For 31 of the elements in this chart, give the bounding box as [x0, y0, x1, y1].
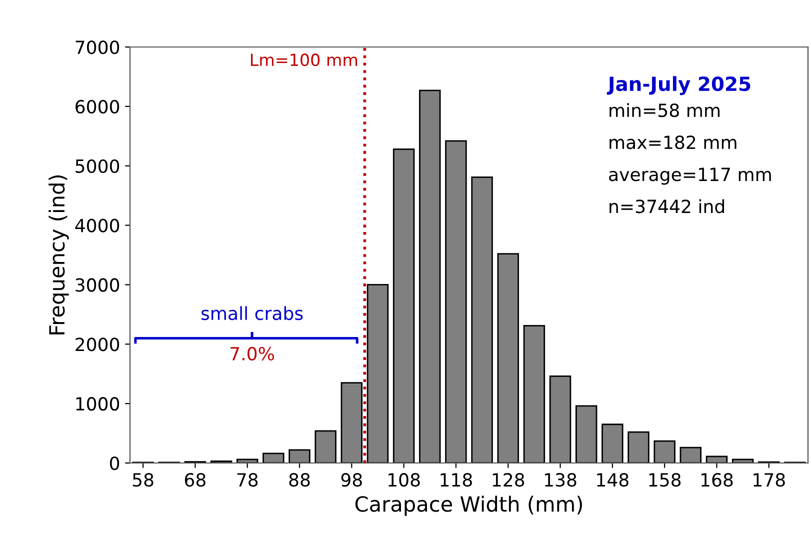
x-tick-label: 58 — [132, 473, 154, 487]
y-tick-label: 7000 — [76, 40, 120, 54]
x-tick-label: 108 — [388, 473, 420, 487]
annotation: n=37442 ind — [610, 199, 724, 214]
y-tick-label: 1000 — [76, 397, 120, 411]
annotation: 7.0% — [230, 346, 274, 360]
y-tick-label: 4000 — [75, 218, 120, 232]
x-tick-label: 78 — [237, 473, 258, 487]
x-tick-label: 98 — [341, 473, 362, 487]
x-tick-label: 118 — [440, 473, 472, 487]
x-axis-title: Carapace Width (mm) — [355, 496, 582, 516]
annotation: average=117 mm — [609, 168, 771, 185]
x-tick-label: 68 — [184, 473, 206, 487]
y-tick-label: 5000 — [76, 159, 120, 173]
x-tick-label: 178 — [754, 473, 785, 487]
x-tick-label: 168 — [701, 473, 733, 487]
x-tick-label: 138 — [545, 473, 576, 487]
annotation: small crabs — [201, 306, 303, 320]
x-tick-label: 158 — [649, 473, 681, 487]
y-tick-label: 3000 — [76, 278, 120, 292]
y-tick-label: 0 — [110, 456, 120, 470]
text: Jan-July 2025 — [606, 76, 750, 96]
x-tick-label: 88 — [289, 473, 310, 487]
y-axis-title: Frequency (ind) — [48, 175, 69, 334]
x-tick-label: 128 — [492, 473, 524, 487]
ref-line-label: Lm=100 mm — [251, 54, 358, 66]
annotation: max=182 mm — [610, 136, 736, 150]
annotation: min=58 mm — [610, 103, 720, 118]
y-tick-label: 2000 — [76, 338, 120, 352]
y-tick-label: 6000 — [76, 100, 120, 114]
x-tick-label: 148 — [597, 473, 628, 487]
